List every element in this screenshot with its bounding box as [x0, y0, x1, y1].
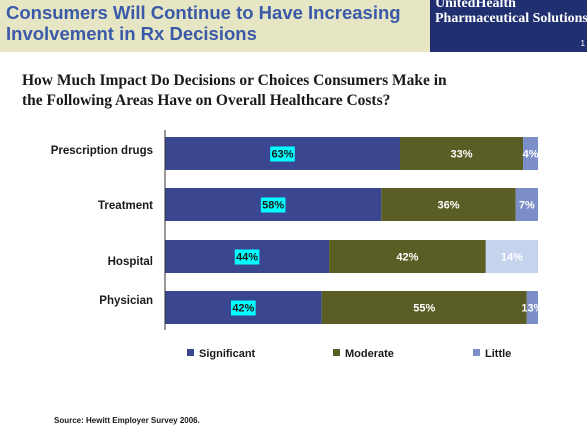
logo: UnitedHealth Pharmaceutical Solutions 1: [430, 0, 587, 52]
legend-label-significant: Significant: [199, 348, 256, 360]
legend-label-moderate: Moderate: [345, 348, 394, 360]
data-label-box-significant-treatment: [260, 197, 286, 213]
logo-line2: Pharmaceutical Solutions: [435, 11, 587, 26]
data-label-significant-prescription-drugs: 63%: [271, 149, 293, 161]
page-number: 1: [580, 39, 585, 48]
data-label-box-significant-hospital: [234, 249, 260, 265]
data-label-box-significant-prescription-drugs: [270, 146, 295, 162]
bar-segment-moderate-treatment: [381, 188, 516, 221]
data-label-significant-hospital: 44%: [236, 252, 258, 264]
bar-segment-little-hospital-highlight: [485, 240, 538, 273]
bar-segment-moderate-hospital: [329, 240, 486, 273]
source-note: Source: Hewitt Employer Survey 2006.: [54, 416, 200, 425]
data-label-moderate-hospital: 42%: [396, 252, 418, 264]
bar-segment-little-physician: [526, 291, 538, 324]
data-label-little-physician: 13%: [521, 303, 543, 315]
slide-title: Consumers Will Continue to Have Increasi…: [6, 2, 426, 44]
data-label-moderate-prescription-drugs: 33%: [451, 149, 473, 161]
category-label-hospital: Hospital: [108, 256, 153, 268]
bar-segment-little-treatment: [515, 188, 538, 221]
data-label-little-hospital: 14%: [501, 252, 523, 264]
legend-label-little: Little: [485, 348, 511, 360]
chart-question-line1: How Much Impact Do Decisions or Choices …: [22, 72, 447, 89]
data-label-significant-physician: 42%: [232, 303, 254, 315]
logo-line1: UnitedHealth: [435, 0, 516, 11]
bar-segment-little-prescription-drugs: [523, 137, 538, 170]
data-label-little-treatment: 7%: [519, 200, 535, 212]
legend-swatch-moderate: [333, 349, 340, 356]
legend-swatch-significant: [187, 349, 194, 356]
category-label-prescription-drugs: Prescription drugs: [51, 145, 153, 157]
category-label-treatment: Treatment: [98, 200, 153, 212]
chart-question-line2: the Following Areas Have on Overall Heal…: [22, 92, 391, 109]
data-label-moderate-treatment: 36%: [437, 200, 459, 212]
slide-title-line1: Consumers Will Continue to Have Increasi…: [6, 2, 401, 23]
legend-swatch-little: [473, 349, 480, 356]
category-label-physician: Physician: [99, 295, 153, 307]
bar-segment-moderate-prescription-drugs: [399, 137, 524, 170]
data-label-significant-treatment: 58%: [262, 200, 284, 212]
bar-segment-moderate-physician: [321, 291, 527, 324]
chart-question: How Much Impact Do Decisions or Choices …: [22, 71, 582, 111]
data-label-moderate-physician: 55%: [413, 303, 435, 315]
data-label-little-prescription-drugs: 4%: [523, 149, 539, 161]
data-label-box-significant-physician: [231, 300, 256, 316]
slide-title-line2: Involvement in Rx Decisions: [6, 23, 257, 44]
